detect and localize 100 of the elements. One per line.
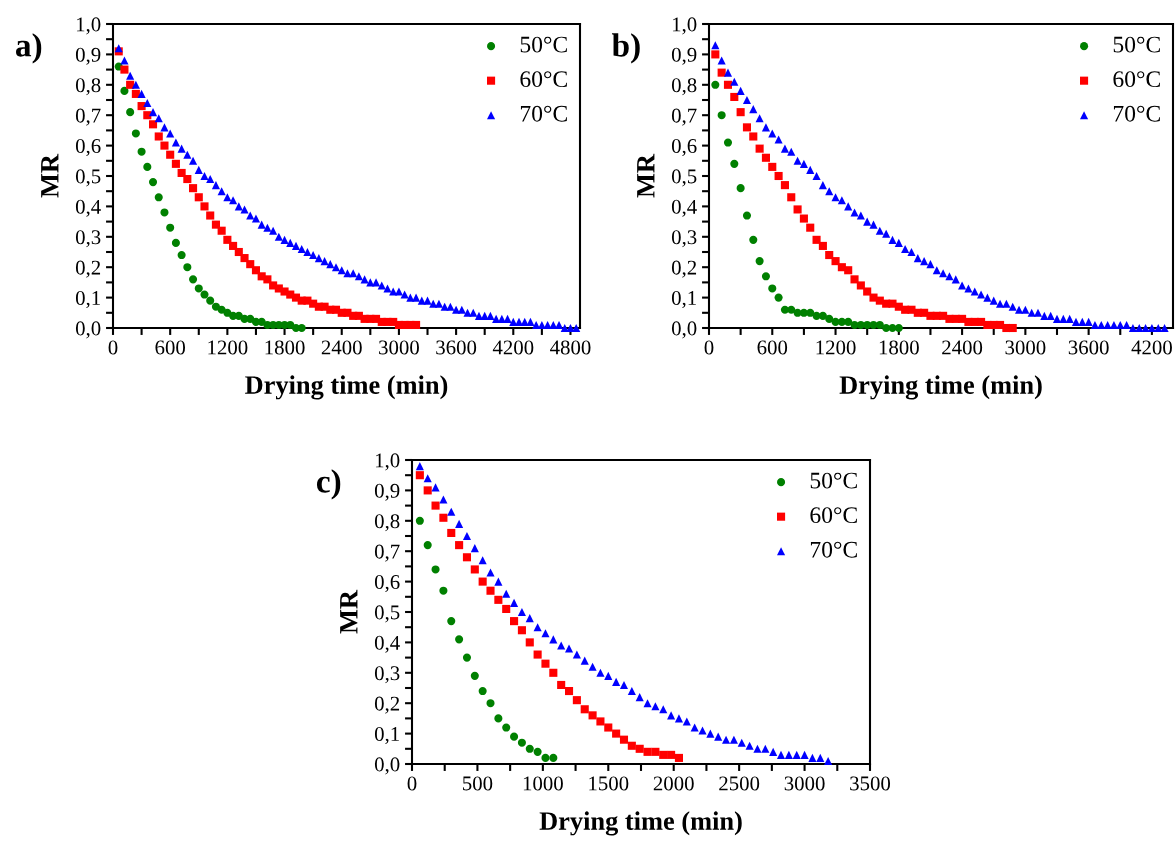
point — [753, 744, 762, 753]
x-tick-label: 1200 — [816, 340, 856, 355]
point — [824, 756, 833, 766]
point — [768, 284, 777, 293]
y-tick-label: 1,0 — [76, 17, 101, 35]
point — [143, 162, 152, 171]
point — [749, 132, 758, 141]
point — [510, 732, 519, 741]
x-axis-title: Drying time (min) — [539, 811, 742, 836]
point — [742, 123, 752, 132]
point — [502, 723, 511, 732]
point — [549, 668, 558, 677]
point — [659, 750, 668, 759]
point — [882, 323, 891, 333]
point — [825, 250, 834, 260]
x-tick-label: 4200 — [1131, 340, 1172, 355]
point — [423, 486, 432, 495]
point — [714, 732, 723, 741]
y-tick-label: 0,8 — [374, 514, 400, 532]
point — [818, 241, 827, 250]
legend-label: 60°C — [520, 71, 567, 88]
point — [1008, 323, 1017, 333]
point — [439, 513, 448, 522]
point — [780, 181, 789, 190]
point — [787, 193, 796, 202]
x-tick-label: 0 — [407, 776, 417, 791]
point — [194, 284, 203, 293]
y-tick-label: 0,4 — [75, 199, 101, 217]
point — [431, 483, 440, 492]
point — [462, 531, 472, 541]
point — [816, 753, 825, 762]
y-tick-label: 0,9 — [374, 483, 400, 501]
y-tick-label: 0,6 — [671, 138, 697, 157]
point — [800, 750, 809, 759]
point — [126, 108, 135, 117]
point — [564, 686, 574, 696]
point — [502, 604, 511, 614]
point — [736, 184, 745, 193]
point — [711, 50, 720, 59]
point — [486, 586, 495, 595]
x-tick-label: 3000 — [1005, 340, 1046, 355]
point — [612, 729, 621, 738]
point — [200, 290, 209, 299]
point — [749, 235, 758, 244]
point — [580, 705, 589, 714]
y-tick-label: 0,1 — [75, 290, 100, 309]
point — [131, 129, 140, 138]
x-tick-label: 2400 — [942, 340, 983, 355]
point — [154, 132, 163, 141]
text: c) — [316, 469, 341, 500]
y-tick-label: 1,0 — [672, 17, 697, 35]
legend-label: 60°C — [810, 507, 857, 524]
point — [792, 750, 801, 759]
point — [572, 696, 581, 705]
point — [494, 595, 503, 604]
point — [730, 159, 739, 168]
point — [120, 86, 129, 95]
point — [761, 272, 770, 281]
point — [415, 462, 424, 471]
point — [825, 314, 834, 323]
point — [494, 714, 503, 723]
point — [470, 565, 479, 574]
point — [651, 702, 660, 711]
point — [619, 680, 629, 690]
y-tick-label: 0,0 — [671, 321, 697, 339]
point — [478, 686, 487, 696]
legend-label: 50°C — [520, 36, 567, 53]
point — [148, 120, 158, 129]
point — [723, 138, 733, 147]
point — [510, 598, 519, 607]
point — [439, 586, 448, 595]
point — [745, 741, 754, 750]
point — [525, 744, 534, 753]
point — [755, 144, 764, 153]
point — [557, 680, 566, 690]
point — [776, 750, 786, 759]
x-tick-label: 1800 — [879, 340, 919, 355]
x-tick-label: 3000 — [784, 776, 825, 791]
point — [588, 711, 597, 720]
y-tick-label: 0,2 — [671, 260, 697, 278]
x-tick-label: 1500 — [589, 776, 629, 791]
point — [541, 753, 550, 762]
point — [297, 323, 306, 333]
point — [761, 153, 770, 162]
point — [564, 644, 574, 653]
point — [447, 507, 456, 516]
point — [517, 607, 526, 617]
y-tick-label: 0,5 — [671, 169, 697, 187]
point — [596, 668, 605, 677]
point — [627, 741, 636, 750]
point — [737, 738, 746, 747]
point — [774, 171, 783, 181]
legend-label: 70°C — [810, 541, 857, 558]
point — [455, 519, 464, 528]
y-tick-label: 0,7 — [75, 108, 101, 126]
point — [651, 747, 660, 756]
point — [635, 693, 644, 702]
y-tick-label: 0,6 — [374, 574, 400, 593]
point — [793, 205, 802, 214]
point — [189, 275, 198, 284]
